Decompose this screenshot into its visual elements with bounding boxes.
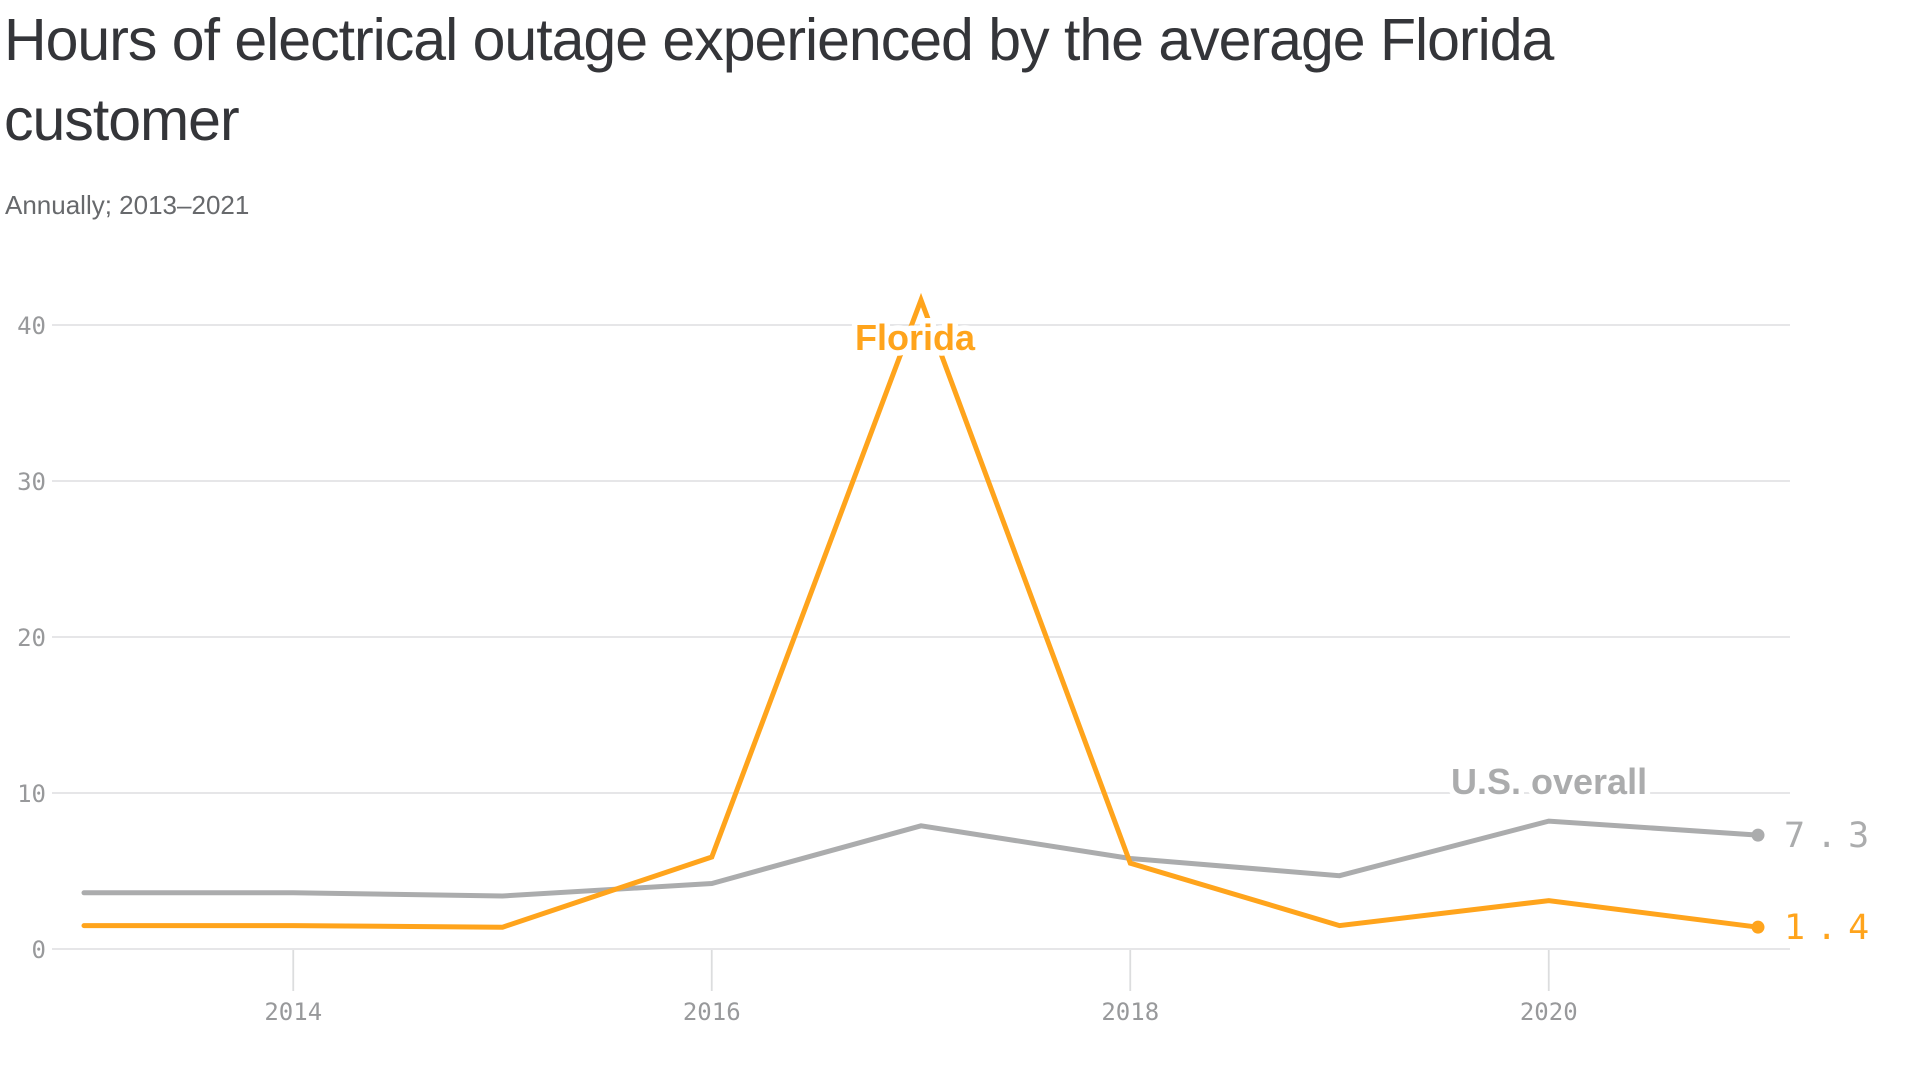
chart-subtitle: Annually; 2013–2021 [5, 190, 250, 220]
series-end-value-label: 1.4 [1784, 908, 1880, 948]
x-axis-tick-label: 2016 [683, 998, 741, 1026]
chart-title-line-1: Hours of electrical outage experienced b… [4, 7, 1554, 73]
chart-title: Hours of electrical outage experienced b… [4, 0, 1554, 160]
x-axis-tick-label: 2018 [1101, 998, 1159, 1026]
series-end-dot [1751, 828, 1765, 842]
y-axis-tick-label: 0 [32, 936, 46, 964]
y-axis-tick-label: 30 [17, 468, 46, 496]
y-axis-tick-label: 20 [17, 624, 46, 652]
y-axis-tick-label: 40 [17, 312, 46, 340]
series-label-florida: Florida [855, 317, 976, 358]
series-end-value-label: 7.3 [1784, 816, 1880, 856]
series-end-dot [1751, 920, 1765, 934]
x-axis-tick-label: 2020 [1520, 998, 1578, 1026]
series-line-florida [81, 292, 1761, 930]
series-label-u-s-overall: U.S. overall [1451, 761, 1647, 802]
x-axis-tick-label: 2014 [264, 998, 322, 1026]
series-line-u-s-overall [81, 818, 1761, 899]
y-axis-tick-label: 10 [17, 780, 46, 808]
chart-title-line-2: customer [4, 87, 240, 153]
